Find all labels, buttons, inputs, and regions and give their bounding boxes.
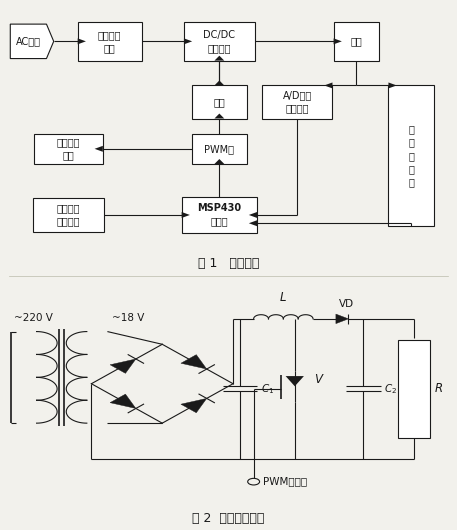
Text: 负载: 负载 <box>351 37 362 46</box>
Text: 图 2  升压斩波电路: 图 2 升压斩波电路 <box>192 512 265 525</box>
Polygon shape <box>286 376 304 386</box>
Polygon shape <box>110 394 136 409</box>
Text: 键盘设定
基准电压: 键盘设定 基准电压 <box>57 204 80 226</box>
Polygon shape <box>181 399 207 413</box>
Polygon shape <box>181 212 190 218</box>
Polygon shape <box>184 38 192 45</box>
Text: PWM波控制: PWM波控制 <box>263 476 307 487</box>
Polygon shape <box>214 159 224 164</box>
Text: PWM波: PWM波 <box>204 144 234 154</box>
Polygon shape <box>11 24 54 59</box>
Text: VD: VD <box>339 299 354 308</box>
Bar <box>184 22 255 60</box>
Text: V: V <box>314 374 322 386</box>
Polygon shape <box>181 355 207 369</box>
Bar <box>388 85 434 226</box>
Bar <box>181 197 257 233</box>
Text: $R$: $R$ <box>434 382 443 395</box>
Text: 图 1   系统框图: 图 1 系统框图 <box>198 257 259 270</box>
Text: ~18 V: ~18 V <box>112 313 144 323</box>
Polygon shape <box>249 212 257 218</box>
Polygon shape <box>78 38 86 45</box>
Polygon shape <box>214 56 224 60</box>
Polygon shape <box>110 359 136 373</box>
Bar <box>261 85 332 119</box>
Polygon shape <box>214 113 224 119</box>
Text: MSP430
单片机: MSP430 单片机 <box>197 204 241 226</box>
Text: 过
电
流
保
护: 过 电 流 保 护 <box>409 125 414 187</box>
Bar <box>192 134 247 164</box>
Bar <box>34 134 103 164</box>
Bar <box>192 85 247 119</box>
Text: $L$: $L$ <box>279 291 287 304</box>
Text: A/D采样
电压反馈: A/D采样 电压反馈 <box>282 91 312 113</box>
Bar <box>398 340 430 438</box>
Polygon shape <box>249 220 257 226</box>
Polygon shape <box>336 314 348 324</box>
Text: 整流滤波
电路: 整流滤波 电路 <box>98 30 122 53</box>
Text: ~220 V: ~220 V <box>14 313 53 323</box>
Polygon shape <box>334 38 342 45</box>
Text: 驱动: 驱动 <box>213 97 225 107</box>
Text: $C_2$: $C_2$ <box>384 382 398 396</box>
Text: DC/DC
转换电路: DC/DC 转换电路 <box>203 30 235 53</box>
Text: AC输入: AC输入 <box>16 37 41 46</box>
Polygon shape <box>388 83 397 89</box>
Bar <box>33 198 104 232</box>
Bar <box>78 22 142 60</box>
Bar <box>334 22 379 60</box>
Polygon shape <box>95 146 103 152</box>
Polygon shape <box>214 81 224 85</box>
Text: 电压电流
显示: 电压电流 显示 <box>57 137 80 161</box>
Polygon shape <box>324 83 333 89</box>
Text: $C_1$: $C_1$ <box>261 382 274 396</box>
